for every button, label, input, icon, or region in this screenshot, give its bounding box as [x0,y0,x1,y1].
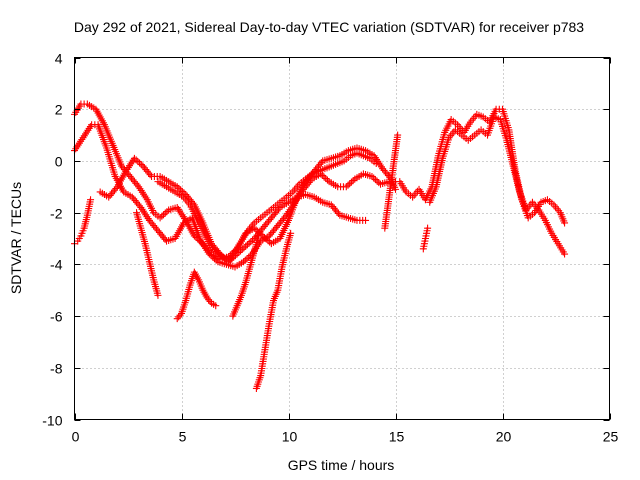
data-point [134,157,142,165]
series-track-g [133,209,162,299]
data-point [424,224,432,232]
series-track-c [96,154,370,266]
data-point [323,176,331,184]
data-point [561,219,569,227]
data-point [161,209,169,217]
y-tick-label: -2 [50,206,63,222]
data-point [158,212,166,220]
data-point [561,250,569,258]
data-point [156,214,164,222]
y-tick-label: -6 [50,309,63,325]
plot-frame [74,57,610,420]
data-point [371,176,379,184]
data-point [173,183,181,191]
data-point [375,179,383,187]
y-tick-label: 2 [55,102,63,118]
series-track-j [252,229,295,392]
data-point [240,244,248,252]
data-point [318,171,326,179]
x-tick-label: 5 [179,429,187,445]
series-track-d [154,149,380,266]
data-point [344,181,352,189]
data-point [212,302,220,310]
series-track-m [419,224,432,253]
x-tick-label: 15 [389,429,405,445]
data-point [212,256,220,264]
data-point [362,216,370,224]
data-point [242,242,250,250]
x-tick-label: 10 [282,429,298,445]
data-point [241,256,249,264]
x-axis-label: GPS time / hours [288,457,395,473]
data-point [87,196,95,204]
data-point [370,174,378,182]
data-point [207,252,215,260]
y-tick-label: -4 [50,257,63,273]
y-tick-label: 4 [55,51,63,67]
data-point [112,185,120,193]
data-point [177,186,185,194]
data-point [136,159,144,167]
data-point [392,185,399,193]
data-point [146,171,154,179]
data-point [349,177,357,185]
data-point [163,208,171,216]
series-track-h [173,268,220,323]
data-point [245,253,253,261]
data-point [281,213,289,221]
data-point [334,210,342,218]
data-point [243,241,251,249]
data-point [394,131,402,139]
data-point [160,211,168,219]
data-point [247,238,255,246]
data-point [137,161,145,169]
data-point [135,202,143,210]
data-point [322,175,330,183]
data-point [373,177,381,185]
data-point [287,229,295,237]
data-point [317,159,325,167]
data-point [238,245,246,253]
series-track-f [426,113,569,258]
axis-ticks: 0 5 10 15 20 25 -10 -8 -6 -4 -2 0 2 4 [42,51,618,445]
series-track-e [396,105,569,227]
data-point [175,184,183,192]
data-series [71,100,569,392]
x-tick-label: 0 [72,429,80,445]
y-tick-label: -10 [42,413,62,429]
data-point [372,160,380,168]
data-point [243,255,251,263]
data-point [320,173,328,181]
y-tick-label: -8 [50,361,63,377]
series-track-k [71,196,95,248]
data-point [176,311,184,319]
series-track-l [381,131,402,232]
x-tick-label: 25 [603,429,619,445]
data-point [178,187,186,195]
x-tick-label: 20 [496,429,512,445]
data-point [132,156,140,164]
data-point [368,172,376,180]
data-point [154,291,162,299]
data-point [130,154,138,162]
data-point [206,297,214,305]
grid [74,57,610,420]
y-axis-label: SDTVAR / TECUs [8,182,24,294]
data-point [342,183,350,191]
data-point [190,232,198,240]
data-point [240,258,248,266]
data-point [205,250,213,258]
data-point [210,255,218,263]
data-point [347,178,355,186]
data-point [245,239,253,247]
series-track-i [229,232,263,320]
chart-title: Day 292 of 2021, Sidereal Day-to-day VTE… [74,19,584,35]
data-point [209,253,217,261]
y-tick-label: 0 [55,154,63,170]
data-point [255,232,263,240]
data-point [133,181,141,189]
data-point [346,180,354,188]
